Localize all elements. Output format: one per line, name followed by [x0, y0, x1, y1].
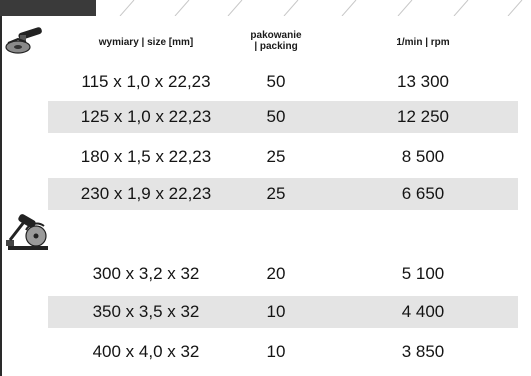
rpm-cell: 12 250	[397, 107, 449, 126]
packing-cell: 10	[266, 342, 286, 361]
size-cell: 350 x 3,5 x 32	[92, 302, 200, 321]
packing-cell: 25	[266, 147, 286, 166]
table-row: 125 x 1,0 x 22,23 50 12 250	[48, 101, 518, 133]
packing-cell: 10	[266, 302, 286, 321]
angle-grinder-icon	[4, 26, 44, 63]
size-cell: 180 x 1,5 x 22,23	[80, 147, 212, 166]
packing-cell: 50	[266, 107, 286, 126]
rpm-cell: 3 850	[401, 342, 445, 361]
rpm-cell: 5 100	[401, 264, 445, 283]
size-cell: 125 x 1,0 x 22,23	[80, 107, 212, 126]
column-header-packing-line2: | packing	[254, 41, 298, 52]
cut-off-saw-icon	[4, 214, 56, 259]
packing-cell: 25	[266, 184, 286, 203]
packing-cell: 50	[266, 72, 286, 91]
column-header-packing: pakowanie | packing	[226, 30, 326, 52]
table-row: 300 x 3,2 x 32 20 5 100	[48, 258, 518, 290]
size-cell: 300 x 3,2 x 32	[92, 264, 200, 283]
rpm-cell: 13 300	[397, 72, 449, 91]
table-row: 115 x 1,0 x 22,23 50 13 300	[48, 66, 518, 98]
table-header: wymiary | size [mm] pakowanie | packing …	[0, 30, 531, 62]
size-cell: 400 x 4,0 x 32	[92, 342, 200, 361]
size-cell: 115 x 1,0 x 22,23	[81, 72, 211, 91]
table-row: 180 x 1,5 x 22,23 25 8 500	[48, 141, 518, 173]
column-header-size: wymiary | size [mm]	[98, 37, 194, 48]
table-row: 350 x 3,5 x 32 10 4 400	[48, 296, 518, 328]
top-decoration	[0, 0, 531, 16]
packing-cell: 20	[266, 264, 286, 283]
rpm-cell: 8 500	[401, 147, 445, 166]
column-header-rpm: 1/min | rpm	[396, 37, 450, 48]
rpm-cell: 6 650	[401, 184, 445, 203]
column-header-packing-line1: pakowanie	[250, 30, 302, 41]
table-row: 400 x 4,0 x 32 10 3 850	[48, 336, 518, 368]
rpm-cell: 4 400	[401, 302, 445, 321]
table-row: 230 x 1,9 x 22,23 25 6 650	[48, 178, 518, 210]
size-cell: 230 x 1,9 x 22,23	[80, 184, 212, 203]
